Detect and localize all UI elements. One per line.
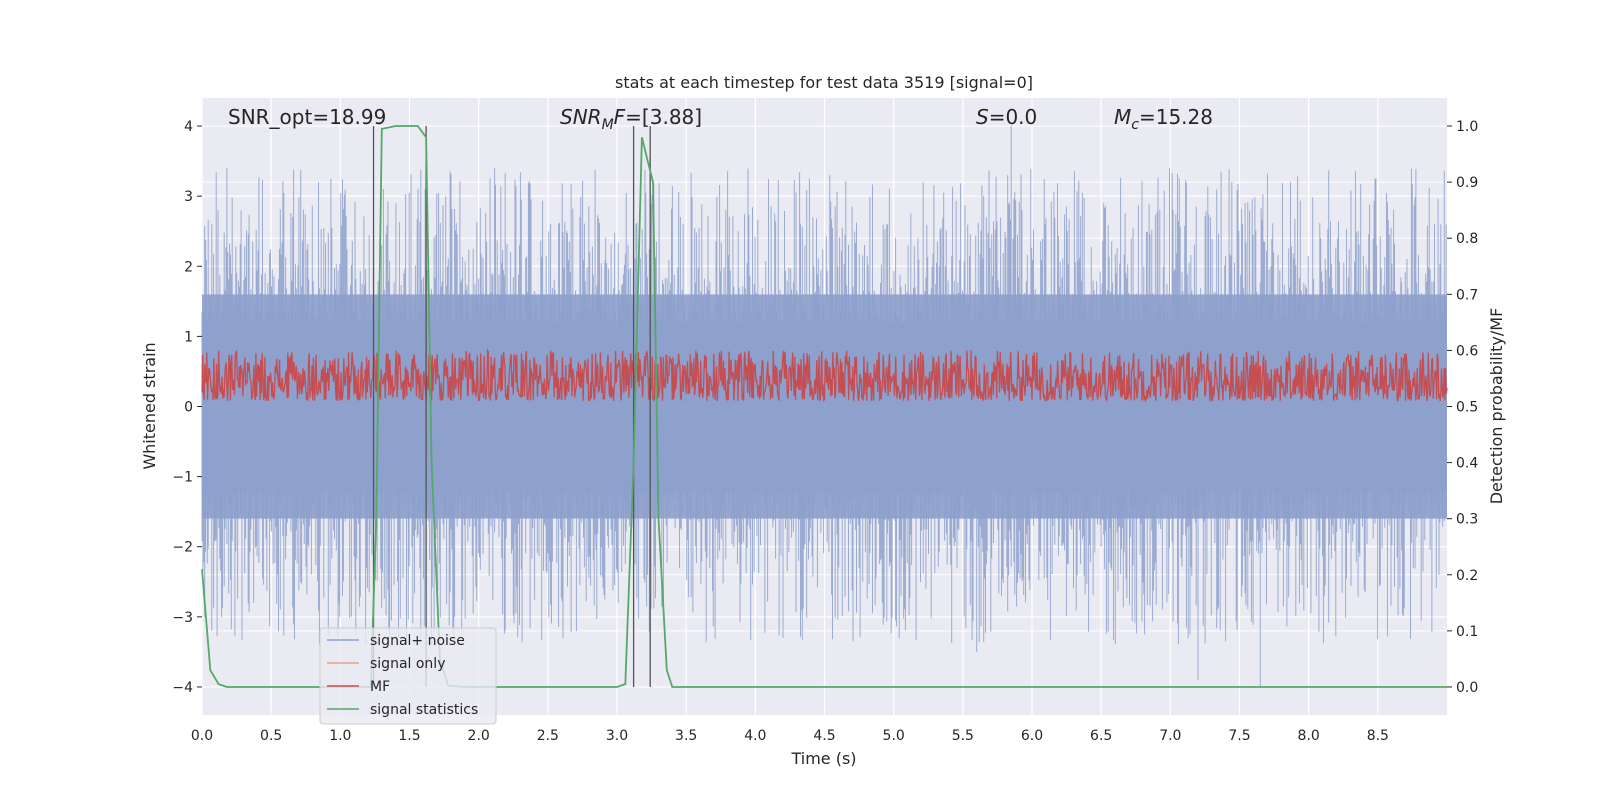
y-tick-3: −1 [172, 470, 193, 486]
legend-label-mf: MF [370, 679, 390, 695]
y-tick-6: 2 [184, 259, 193, 275]
y-tick-7: 3 [184, 189, 193, 205]
series-mf [201, 348, 1448, 403]
x-tick-10: 5.0 [883, 728, 905, 744]
annotation-mc: Mc=15.28 [1114, 105, 1213, 133]
y2-tick-8: 0.8 [1456, 231, 1478, 247]
chart-title: stats at each timestep for test data 351… [615, 73, 1033, 92]
y2-tick-4: 0.4 [1456, 456, 1478, 472]
legend-label-signal-noise: signal+ noise [370, 633, 465, 649]
legend-box [319, 627, 497, 725]
y2-tick-3: 0.3 [1456, 512, 1478, 528]
y-tick-5: 1 [184, 329, 193, 345]
x-tick-1: 0.5 [260, 728, 282, 744]
x-tick-17: 8.5 [1367, 728, 1389, 744]
y2-axis-label: Detection probability/MF [1487, 308, 1506, 505]
x-tick-9: 4.5 [813, 728, 835, 744]
legend: signal+ noise signal only MF signal stat… [319, 627, 497, 725]
y-tick-0: −4 [172, 680, 193, 696]
x-tick-16: 8.0 [1298, 728, 1320, 744]
y2-tick-1: 0.1 [1456, 624, 1478, 640]
y2-tick-9: 0.9 [1456, 175, 1478, 191]
x-tick-4: 2.0 [468, 728, 490, 744]
x-tick-0: 0.0 [191, 728, 213, 744]
y2-tick-2: 0.2 [1456, 568, 1478, 584]
y2-tick-10: 1.0 [1456, 119, 1478, 135]
y2-tick-7: 0.7 [1456, 287, 1478, 303]
series-signal-statistics [201, 125, 1447, 688]
x-tick-11: 5.5 [952, 728, 974, 744]
y-tick-labels: −4 −3 −2 −1 0 1 2 3 4 [172, 119, 202, 696]
y2-tick-5: 0.5 [1456, 400, 1478, 416]
y-tick-4: 0 [184, 400, 193, 416]
x-tick-3: 1.5 [398, 728, 420, 744]
x-tick-2: 1.0 [329, 728, 351, 744]
signal-statistics-line [201, 125, 1447, 688]
x-tick-5: 2.5 [537, 728, 559, 744]
x-axis-label: Time (s) [790, 749, 856, 768]
x-tick-7: 3.5 [675, 728, 697, 744]
x-tick-13: 6.5 [1090, 728, 1112, 744]
y2-tick-0: 0.0 [1456, 680, 1478, 696]
y-tick-1: −3 [172, 610, 193, 626]
x-tick-labels: 0.0 0.5 1.0 1.5 2.0 2.5 3.0 3.5 4.0 4.5 5.0 5.5 6.0 6… [191, 728, 1389, 744]
annotation-s: S=0.0 [976, 105, 1037, 129]
legend-label-signal-only: signal only [370, 656, 445, 672]
y-tick-2: −2 [172, 540, 193, 556]
mf-line [201, 348, 1448, 403]
y2-tick-labels: 0.0 0.1 0.2 0.3 0.4 0.5 0.6 0.7 0.8 0.9 1.0 [1447, 119, 1478, 696]
series-signal-noise [201, 126, 1447, 687]
annotation-snr-opt: SNR_opt=18.99 [228, 105, 386, 129]
legend-label-signal-statistics: signal statistics [370, 702, 478, 718]
y-tick-8: 4 [184, 119, 193, 135]
x-tick-14: 7.0 [1159, 728, 1181, 744]
annotation-snr-mf: SNRMF=[3.88] [560, 105, 702, 133]
y-axis-label: Whitened strain [140, 342, 159, 469]
y2-tick-6: 0.6 [1456, 343, 1478, 359]
x-tick-8: 4.0 [744, 728, 766, 744]
x-tick-6: 3.0 [606, 728, 628, 744]
x-tick-15: 7.5 [1228, 728, 1250, 744]
x-tick-12: 6.0 [1021, 728, 1043, 744]
vertical-lines [372, 126, 651, 687]
